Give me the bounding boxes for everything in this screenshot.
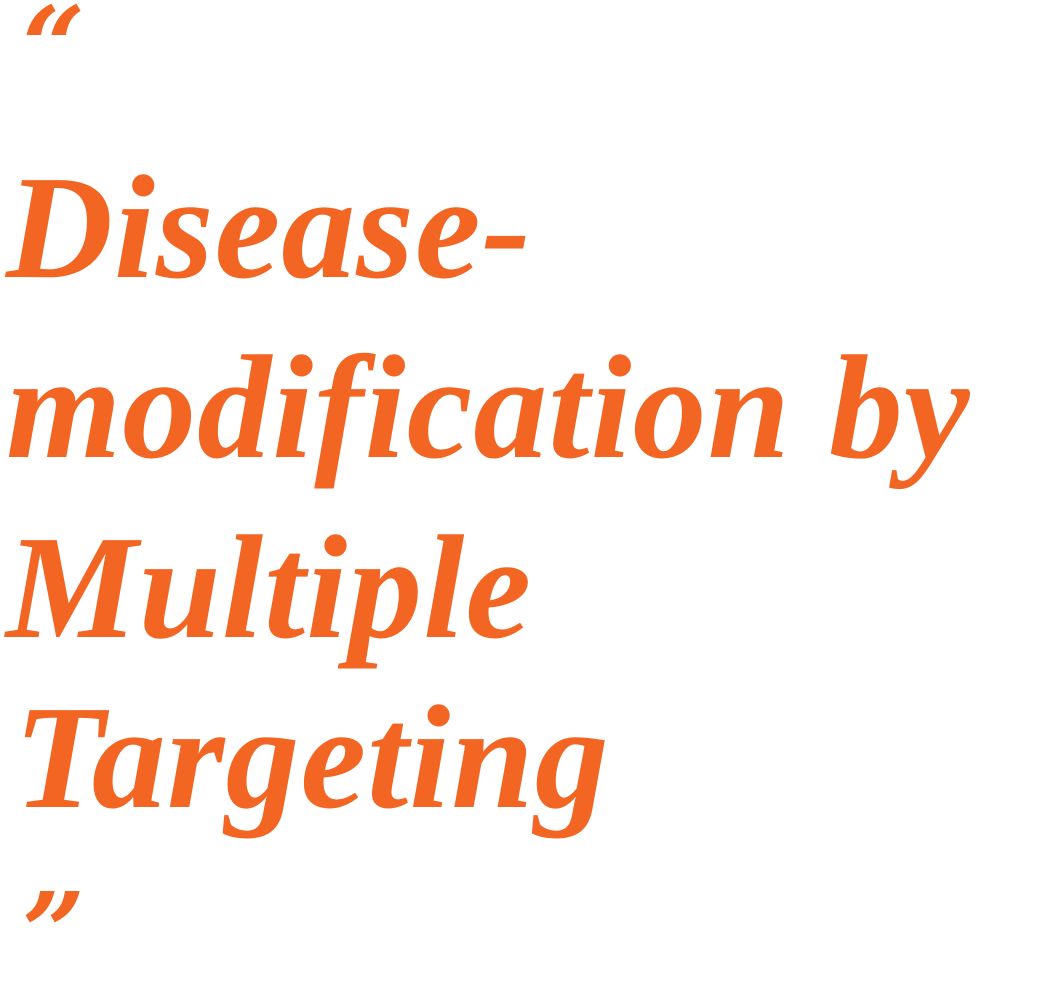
quote-line-1: Disease-	[6, 146, 532, 310]
quote-line-4: Targeting	[14, 676, 610, 840]
quote-line-3: Multiple	[6, 506, 533, 670]
close-quote-mark: ”	[22, 868, 86, 997]
pull-quote: “ Disease- modification by Multiple Targ…	[6, 0, 971, 988]
quote-line-2: modification by	[6, 326, 971, 490]
open-quote-mark: “	[22, 0, 86, 111]
